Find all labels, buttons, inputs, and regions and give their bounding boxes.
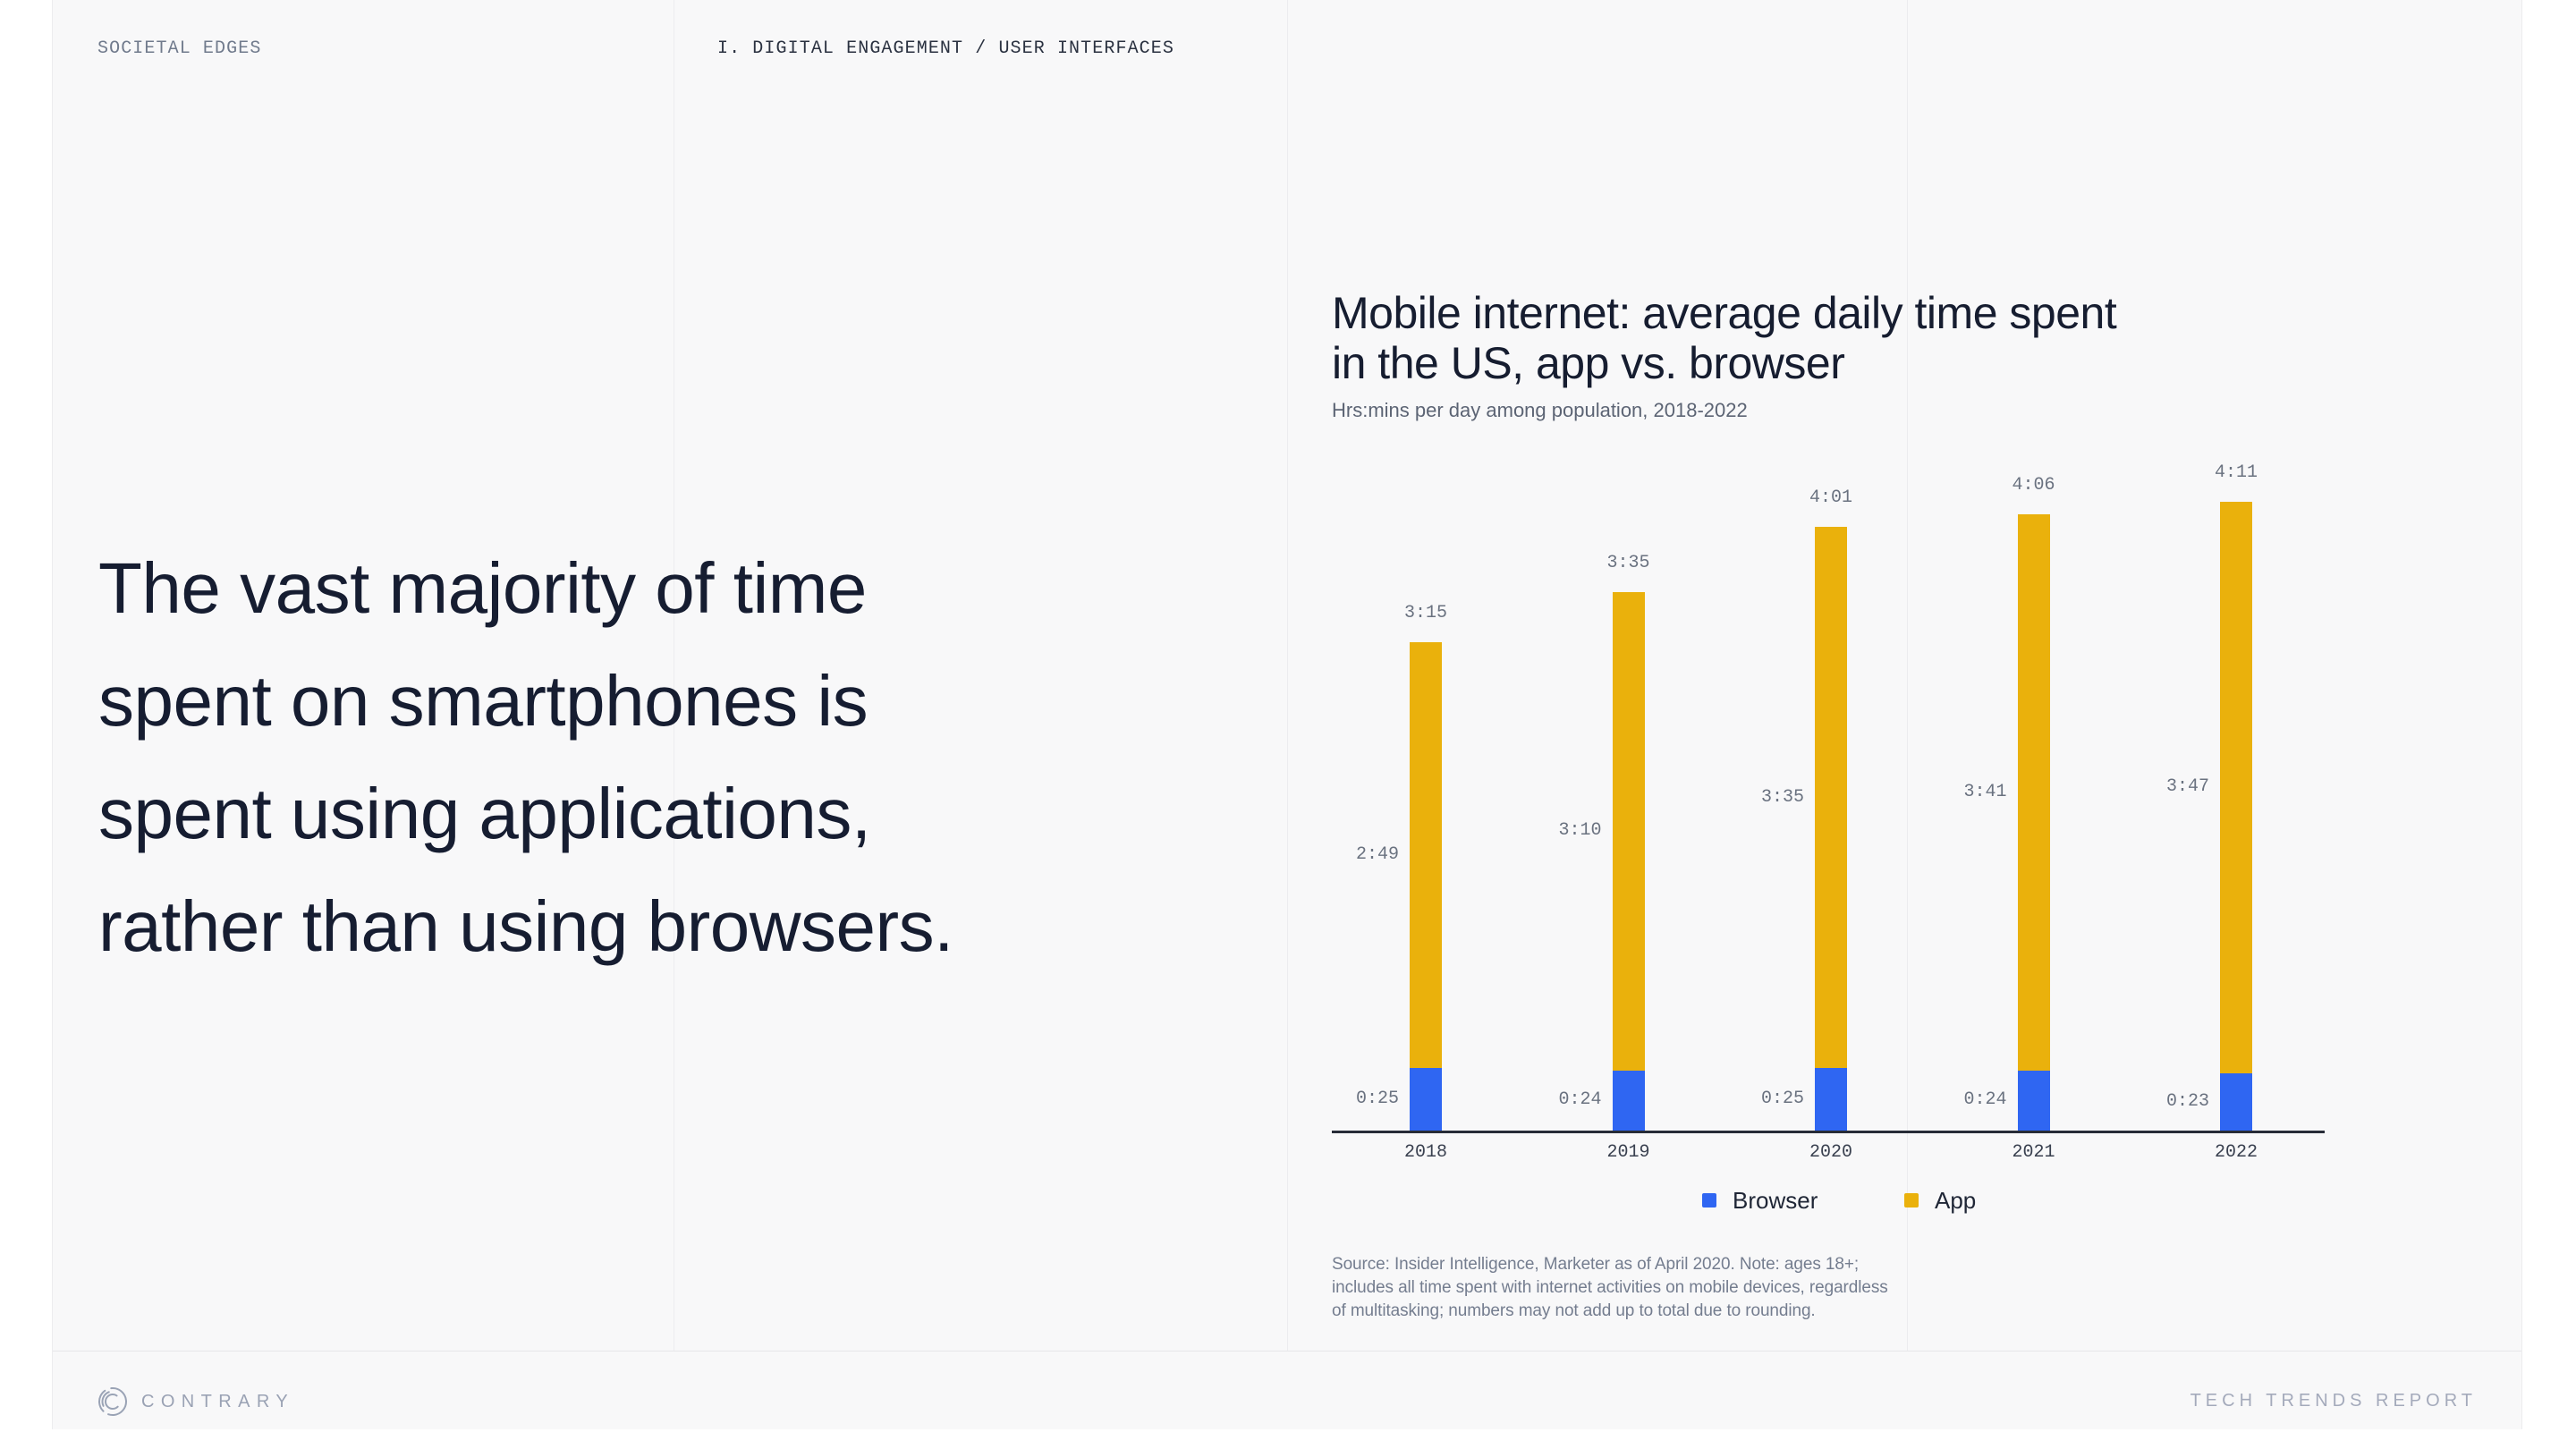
- bar-browser-2018: [1410, 1068, 1442, 1131]
- year-label-2022: 2022: [2214, 1142, 2258, 1163]
- bar-browser-2019: [1612, 1070, 1645, 1131]
- headline-line: rather than using browsers.: [98, 886, 953, 966]
- source-note: Source: Insider Intelligence, Marketer a…: [1332, 1253, 1888, 1323]
- headline-line: spent using applications,: [98, 774, 871, 853]
- bar-browser-2020: [1815, 1068, 1847, 1131]
- x-axis-line: [1332, 1131, 2325, 1133]
- chart-title: Mobile internet: average daily time spen…: [1332, 288, 2117, 388]
- footer-divider: [53, 1351, 2521, 1352]
- legend-item-app: App: [1904, 1186, 1976, 1215]
- bar-app-2020: [1815, 527, 1847, 1068]
- report-title: TECH TRENDS REPORT: [2190, 1391, 2477, 1411]
- bar-browser-2021: [2017, 1070, 2050, 1131]
- headline-line: The vast majority of time: [98, 548, 867, 628]
- source-line: of multitasking; numbers may not add up …: [1332, 1301, 1816, 1320]
- browser-label-2022: 0:23: [2165, 1090, 2209, 1112]
- bar-app-2021: [2017, 514, 2050, 1071]
- bar-app-2022: [2220, 502, 2252, 1073]
- app-legend-swatch-icon: [1904, 1193, 1919, 1208]
- total-label-2020: 4:01: [1809, 487, 1852, 509]
- year-label-2021: 2021: [2012, 1142, 2055, 1163]
- browser-legend-swatch-icon: [1702, 1193, 1716, 1208]
- app-label-2021: 3:41: [1963, 782, 2007, 802]
- app-label-2019: 3:10: [1558, 820, 1602, 842]
- chart-title-line: Mobile internet: average daily time spen…: [1332, 288, 2117, 338]
- year-label-2020: 2020: [1809, 1142, 1852, 1163]
- app-label-2022: 3:47: [2165, 776, 2209, 798]
- section-kicker: SOCIETAL EDGES: [97, 38, 262, 59]
- chapter-kicker: I. DIGITAL ENGAGEMENT / USER INTERFACES: [717, 38, 1174, 59]
- total-label-2021: 4:06: [2012, 475, 2055, 496]
- source-line: Source: Insider Intelligence, Marketer a…: [1332, 1255, 1859, 1274]
- browser-label-2021: 0:24: [1963, 1089, 2007, 1111]
- contrary-logo-icon: [98, 1387, 127, 1416]
- app-label-2020: 3:35: [1760, 786, 1804, 808]
- slide-page: SOCIETAL EDGES I. DIGITAL ENGAGEMENT / U…: [52, 0, 2522, 1429]
- app-label-2018: 2:49: [1355, 844, 1399, 865]
- column-divider-2: [1287, 0, 1288, 1351]
- legend-label-browser: Browser: [1733, 1187, 1818, 1214]
- chart-subtitle: Hrs:mins per day among population, 2018-…: [1332, 399, 1748, 421]
- total-label-2019: 3:35: [1606, 553, 1650, 573]
- legend-label-app: App: [1935, 1187, 1977, 1214]
- browser-label-2020: 0:25: [1760, 1089, 1804, 1109]
- total-label-2018: 3:15: [1403, 603, 1447, 623]
- browser-label-2019: 0:24: [1558, 1089, 1602, 1111]
- legend-item-browser: Browser: [1702, 1186, 1818, 1215]
- year-label-2018: 2018: [1403, 1142, 1447, 1163]
- total-label-2022: 4:11: [2214, 462, 2258, 484]
- source-line: includes all time spent with internet ac…: [1332, 1278, 1888, 1297]
- year-label-2019: 2019: [1606, 1142, 1650, 1163]
- browser-label-2018: 0:25: [1355, 1089, 1399, 1109]
- brand-wordmark: CONTRARY: [141, 1392, 295, 1411]
- headline: The vast majority of time spent on smart…: [98, 532, 1082, 983]
- bar-browser-2022: [2220, 1072, 2252, 1131]
- bar-app-2018: [1410, 642, 1442, 1068]
- chart-title-line: in the US, app vs. browser: [1332, 338, 1845, 388]
- bar-app-2019: [1612, 592, 1645, 1071]
- headline-line: spent on smartphones is: [98, 661, 869, 741]
- column-divider-3: [1907, 0, 1908, 1351]
